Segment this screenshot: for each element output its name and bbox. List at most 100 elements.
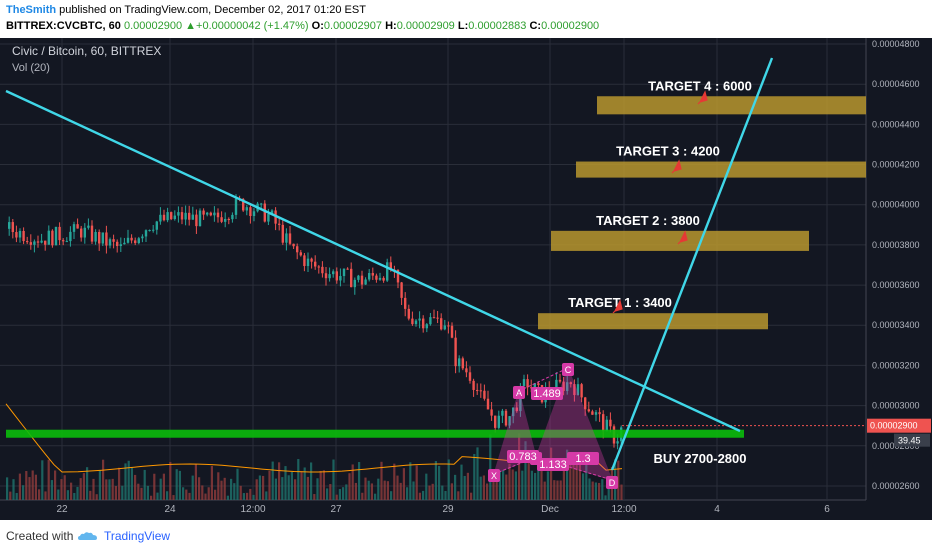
target-zone-box <box>576 161 866 178</box>
current-price-badge <box>867 418 931 433</box>
chart-header: TheSmith published on TradingView.com, D… <box>0 0 932 38</box>
candle-body <box>306 258 310 267</box>
candle-body <box>36 241 40 243</box>
candle-body <box>328 274 331 279</box>
candle-body <box>177 212 180 216</box>
candle-body <box>486 398 490 410</box>
candle-body <box>580 384 583 398</box>
chart-area[interactable]: 0.00004800 0.00004600 0.00004400 0.00004200… <box>0 38 932 520</box>
candle-body <box>152 229 155 231</box>
volume-bar <box>585 463 588 500</box>
volume-bar <box>207 487 210 500</box>
candle-body <box>260 203 263 205</box>
tradingview-link[interactable]: TradingView <box>104 529 171 543</box>
volume-bar <box>588 478 591 500</box>
candle-body <box>155 221 158 230</box>
candle-body <box>350 268 353 288</box>
pattern-point-badge <box>562 363 574 376</box>
x-tick-label: 4 <box>714 504 720 515</box>
volume-bar <box>268 470 271 500</box>
volume-bar <box>233 483 236 500</box>
candle-body <box>94 231 97 242</box>
close-value: 0.00002900 <box>541 20 600 32</box>
pattern-point-badge <box>606 476 618 489</box>
candle-body <box>281 224 284 243</box>
volume-bar <box>518 433 521 500</box>
candle-body <box>112 239 115 242</box>
price-change: +0.00000042 (+1.47%) <box>196 20 309 32</box>
volume-bar <box>121 485 124 500</box>
price-chart[interactable]: 0.00004800 0.00004600 0.00004400 0.00004200… <box>0 38 932 520</box>
volume-bar <box>406 487 409 500</box>
rocket-icon <box>697 90 708 105</box>
candle-body <box>209 212 212 216</box>
candle-body <box>310 258 313 262</box>
volume-bar <box>447 459 450 500</box>
volume-bar <box>15 493 18 500</box>
candle-body <box>216 212 220 218</box>
target-zone-box <box>538 313 768 330</box>
volume-bar <box>50 480 53 500</box>
candle-body <box>382 277 385 281</box>
candle-body <box>191 214 194 220</box>
candle-body <box>170 212 173 220</box>
x-tick-label: 27 <box>330 504 342 515</box>
x-tick-label: 22 <box>56 504 68 515</box>
author-link[interactable]: TheSmith <box>6 4 57 16</box>
volume-bar <box>620 484 623 500</box>
volume-bar <box>537 469 540 500</box>
candle-body <box>220 217 223 222</box>
volume-bar <box>511 469 514 500</box>
pattern-point-label: A <box>516 388 522 398</box>
volume-bar <box>41 460 44 500</box>
rocket-icon <box>612 299 623 314</box>
volume-bar <box>166 491 169 500</box>
volume-bar <box>143 469 146 500</box>
candle-body <box>299 252 302 256</box>
candle-body <box>494 415 497 428</box>
publish-info: published on TradingView.com, December 0… <box>56 4 366 16</box>
candle-body <box>15 232 18 238</box>
volume-bar <box>319 470 322 500</box>
pattern-point-label: X <box>491 471 497 481</box>
candle-body <box>386 262 389 281</box>
candle-body <box>324 273 328 279</box>
candle-body <box>591 411 594 415</box>
volume-bar <box>210 465 213 500</box>
candle-body <box>202 210 205 215</box>
candle-body <box>213 212 216 216</box>
pattern-ratio-badge <box>507 450 539 463</box>
volume-bar <box>274 478 277 500</box>
volume-bar <box>399 482 402 500</box>
y-tick-label: 0.00003600 <box>872 280 920 290</box>
volume-bar <box>508 463 511 500</box>
current-price-badge-text: 0.00002900 <box>870 421 918 431</box>
x-tick-label: 6 <box>824 504 830 515</box>
volume-bar <box>185 489 188 500</box>
volume-bar <box>575 459 578 500</box>
volume-bar <box>127 460 130 500</box>
volume-bar <box>300 471 303 500</box>
candle-body <box>18 230 22 238</box>
candle-body <box>332 271 335 275</box>
volume-bar <box>450 483 453 500</box>
volume-bar <box>572 463 575 500</box>
candle-body <box>144 230 148 237</box>
volume-bar <box>191 475 194 500</box>
volume-bar <box>178 470 181 500</box>
volume-bar <box>383 480 386 500</box>
candle-body <box>22 230 25 242</box>
volume-bar <box>217 472 220 500</box>
candle-body <box>360 275 364 285</box>
candle-body <box>285 233 288 243</box>
candle-body <box>184 212 187 220</box>
volume-bar <box>294 479 297 500</box>
volume-bar <box>425 473 428 500</box>
candle-body <box>357 275 360 280</box>
volume-bar <box>578 459 581 500</box>
candle-body <box>458 358 461 367</box>
volume-bar <box>172 495 175 500</box>
volume-bar <box>66 490 69 500</box>
volume-bar <box>303 467 306 500</box>
candle-body <box>407 308 410 319</box>
